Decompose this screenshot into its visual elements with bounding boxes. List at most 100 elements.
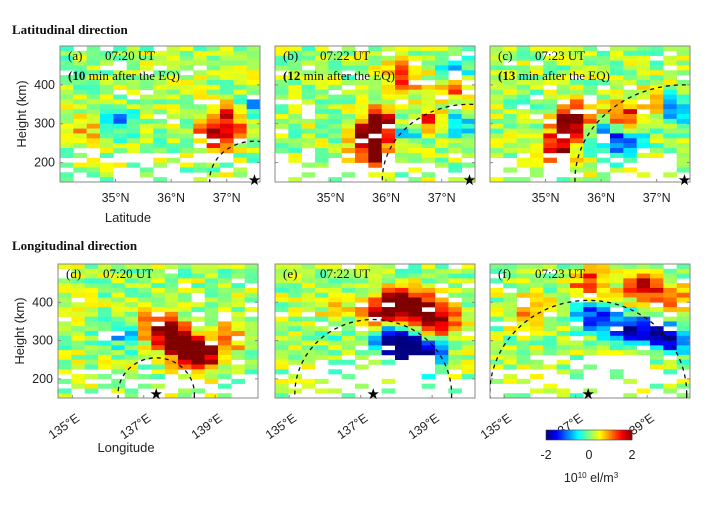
heatmap-cell: [676, 128, 691, 134]
heatmap-cell: [530, 172, 544, 178]
heatmap-cell: [381, 109, 396, 115]
heatmap-cell: [178, 345, 192, 351]
heatmap-cell: [301, 283, 316, 289]
heatmap-cell: [516, 326, 531, 332]
heatmap-cell: [166, 148, 181, 154]
heatmap-cell: [368, 302, 382, 308]
heatmap-cell: [650, 138, 664, 144]
heatmap-cell: [328, 278, 342, 284]
heatmap-cell: [650, 70, 664, 76]
heatmap-cell: [596, 55, 611, 61]
heatmap-cell: [58, 297, 72, 303]
epicenter-star-icon: ★: [149, 386, 162, 403]
heatmap-cell: [113, 70, 127, 76]
heatmap-cell: [663, 89, 677, 95]
heatmap-cell: [368, 283, 382, 289]
heatmap-cell: [421, 331, 436, 337]
heatmap-cells: [275, 46, 476, 183]
heatmap-cell: [530, 316, 544, 322]
wavefront-arc: [574, 84, 690, 182]
heatmap-cell: [623, 340, 637, 346]
wavefront-arc: [490, 299, 688, 398]
heatmap-cell: [381, 55, 396, 61]
heatmap-cell: [218, 292, 232, 298]
heatmap-cell: [650, 278, 664, 284]
heatmap-cell: [218, 335, 232, 341]
heatmap-cell: [315, 60, 329, 66]
heatmap-cell: [596, 345, 611, 351]
heatmap-cell: [623, 321, 637, 327]
heatmap-cell: [650, 75, 664, 81]
heatmap-cell: [328, 94, 342, 100]
heatmap-cell: [650, 311, 664, 317]
heatmap-cell: [435, 109, 449, 115]
heatmap-cell: [395, 60, 409, 66]
heatmap-cell: [301, 264, 316, 270]
heatmap-cell: [180, 128, 194, 134]
heatmap-cell: [435, 273, 449, 279]
heatmap-cell: [315, 302, 329, 308]
heatmap-cell: [341, 75, 356, 81]
heatmap-cell: [151, 335, 165, 341]
heatmap-cell: [355, 287, 369, 294]
heatmap-cell: [86, 118, 101, 125]
heatmap-cell: [556, 264, 571, 270]
heatmap-cell: [636, 340, 651, 346]
heatmap-cell: [153, 118, 167, 125]
heatmap-cell: [623, 138, 637, 144]
heatmap-cell: [421, 75, 436, 81]
heatmap-cell: [461, 350, 476, 356]
heatmap-cell: [490, 114, 504, 120]
heatmap-cell: [663, 335, 677, 341]
heatmap-cell: [490, 80, 504, 86]
heatmap-cell: [368, 152, 382, 159]
heatmap-cell: [231, 378, 245, 384]
heatmap-cell: [138, 335, 152, 341]
heatmap-cell: [166, 75, 181, 81]
heatmap-cell: [503, 152, 517, 159]
heatmap-cell: [288, 287, 302, 294]
colorbar-segment: [600, 430, 603, 440]
heatmap-cell: [193, 114, 207, 120]
heatmap-cell: [275, 273, 289, 279]
heatmap-cell: [111, 297, 125, 303]
heatmap-cell: [246, 75, 261, 81]
heatmap-cell: [676, 60, 691, 66]
colorbar-segment: [624, 430, 627, 440]
heatmap-cell: [60, 162, 74, 168]
heatmap-cell: [113, 75, 127, 81]
heatmap-cell: [490, 268, 504, 274]
heatmap-cell: [71, 350, 85, 356]
heatmap-cell: [435, 287, 449, 294]
heatmap-cell: [218, 345, 232, 351]
heatmap-cell: [408, 94, 422, 100]
heatmap-cell: [448, 326, 462, 332]
heatmap-cell: [288, 133, 302, 139]
heatmap-cell: [100, 138, 114, 144]
heatmap-cell: [164, 321, 179, 327]
heatmap-cell: [86, 104, 101, 110]
heatmap-cell: [288, 292, 302, 298]
heatmap-cell: [301, 345, 316, 351]
heatmap-cell: [98, 307, 112, 313]
heatmap-cell: [570, 114, 584, 120]
heatmap-cell: [503, 297, 517, 303]
heatmap-cell: [151, 331, 165, 337]
heatmap-cell: [503, 374, 517, 380]
heatmap-cell: [435, 123, 449, 129]
heatmap-cell: [246, 123, 261, 129]
heatmap-cell: [288, 50, 302, 57]
heatmap-cell: [596, 172, 611, 178]
heatmap-cell: [60, 46, 74, 52]
heatmap-cell: [138, 273, 152, 279]
heatmap-cell: [461, 60, 476, 66]
heatmap-cell: [516, 65, 531, 71]
heatmap-cell: [408, 292, 422, 298]
epicenter-star-icon: ★: [366, 386, 379, 403]
heatmap-cell: [288, 345, 302, 351]
heatmap-cell: [193, 128, 207, 134]
heatmap-cell: [315, 80, 329, 86]
heatmap-cell: [556, 60, 571, 66]
heatmap-cell: [408, 114, 422, 120]
heatmap-cell: [233, 89, 247, 95]
